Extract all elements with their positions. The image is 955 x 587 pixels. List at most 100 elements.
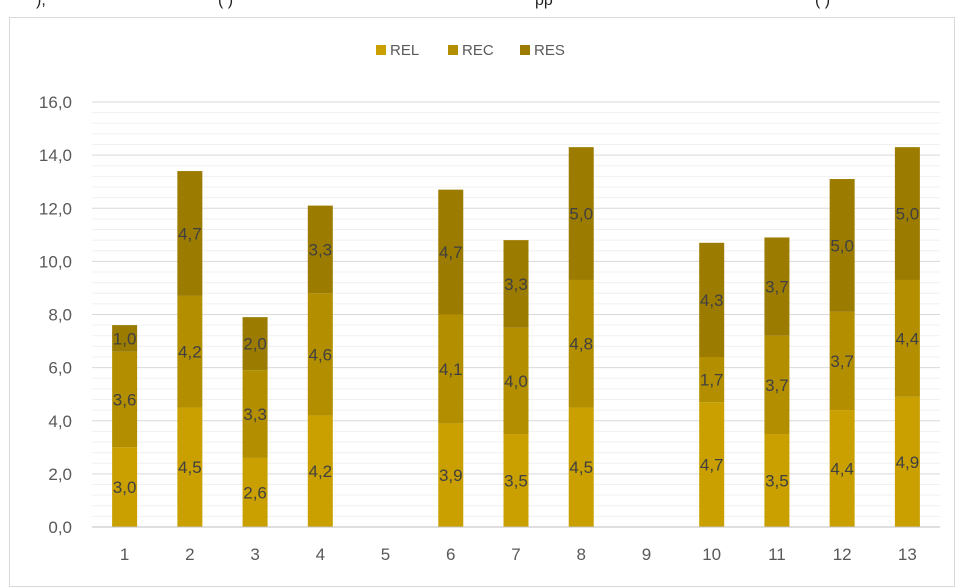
- data-label: 4,4: [830, 460, 854, 479]
- x-tick-label: 5: [381, 545, 390, 564]
- bar-rec: [177, 295, 203, 408]
- bar-rel: [177, 407, 203, 527]
- y-axis: 0,0 2,0 4,0 6,0 8,0 10,0 12,0 14,0 16,0: [39, 93, 72, 537]
- data-label: 3,7: [830, 352, 854, 371]
- y-tick-label: 14,0: [39, 146, 72, 165]
- y-tick-label: 10,0: [39, 252, 72, 271]
- data-label: 4,5: [569, 458, 593, 477]
- bar-res: [503, 240, 529, 328]
- legend-swatch-res: [520, 45, 530, 55]
- bar-res: [177, 171, 203, 296]
- x-tick-label: 2: [185, 545, 194, 564]
- data-label: 3,7: [765, 376, 789, 395]
- data-label: 5,0: [830, 236, 854, 255]
- x-tick-label: 12: [833, 545, 852, 564]
- x-tick-label: 8: [576, 545, 585, 564]
- bar-rel: [568, 407, 594, 527]
- x-tick-label: 6: [446, 545, 455, 564]
- data-label: 3,0: [113, 478, 137, 497]
- legend-label-rec: REC: [462, 42, 494, 59]
- x-tick-label: 1: [120, 545, 129, 564]
- data-label: 4,9: [896, 453, 920, 472]
- data-label: 5,0: [569, 205, 593, 224]
- legend-swatch-rel: [376, 45, 386, 55]
- bar-res: [438, 189, 464, 315]
- bar-rel: [242, 457, 268, 527]
- x-tick-label: 4: [316, 545, 325, 564]
- bar-rel: [894, 396, 920, 527]
- bar-rec: [764, 335, 790, 435]
- data-labels: 3,0 3,6 1,0 4,5 4,2 4,7 2,6 3,3 2,0 4,2 4,6 3,3 3,9 4…: [113, 205, 919, 503]
- bars: [112, 147, 920, 527]
- data-label: 4,3: [700, 291, 724, 310]
- data-label: 4,8: [569, 335, 593, 354]
- bar-rel: [699, 402, 725, 527]
- data-label: 3,3: [308, 240, 332, 259]
- data-label: 3,5: [765, 472, 789, 491]
- bar-res: [307, 205, 333, 294]
- data-label: 4,2: [308, 462, 332, 481]
- y-tick-label: 6,0: [48, 359, 72, 378]
- bar-rec: [242, 370, 268, 458]
- x-tick-label: 7: [511, 545, 520, 564]
- y-tick-label: 16,0: [39, 93, 72, 112]
- x-axis: 1 2 3 4 5 6 7 8 9 10 11 12 13: [92, 526, 940, 564]
- data-label: 4,1: [439, 360, 463, 379]
- bar-rec: [699, 357, 725, 403]
- x-tick-label: 9: [642, 545, 651, 564]
- data-label: 3,9: [439, 466, 463, 485]
- bar-rel: [307, 415, 333, 527]
- caption-left: ),: [36, 0, 46, 9]
- data-label: 5,0: [896, 205, 920, 224]
- data-label: 1,0: [113, 329, 137, 348]
- bar-rel: [829, 410, 855, 527]
- bar-rec: [568, 279, 594, 408]
- bar-rec: [438, 314, 464, 424]
- y-tick-label: 0,0: [48, 518, 72, 537]
- bar-res: [112, 325, 138, 352]
- bar-res: [894, 147, 920, 280]
- bar-rel: [764, 434, 790, 527]
- bar-rel: [503, 434, 529, 527]
- legend: REL REC RES: [376, 42, 565, 59]
- data-label: 4,7: [178, 224, 202, 243]
- data-label: 3,3: [504, 275, 528, 294]
- caption-fragment: ), ( ) pp ( ): [0, 0, 955, 14]
- bar-res: [568, 147, 594, 280]
- data-label: 4,2: [178, 343, 202, 362]
- bar-res: [699, 242, 725, 357]
- bar-res: [242, 317, 268, 371]
- data-label: 4,0: [504, 372, 528, 391]
- x-tick-label: 3: [250, 545, 259, 564]
- bar-rec: [307, 293, 333, 416]
- data-label: 4,4: [896, 329, 920, 348]
- data-label: 2,6: [243, 483, 267, 502]
- bar-rec: [829, 311, 855, 411]
- bar-res: [829, 179, 855, 312]
- data-label: 3,7: [765, 278, 789, 297]
- data-label: 1,7: [700, 371, 724, 390]
- data-label: 4,7: [439, 243, 463, 262]
- caption-middle: ( ): [218, 0, 234, 9]
- data-label: 2,0: [243, 335, 267, 354]
- bar-res: [764, 237, 790, 336]
- bar-rec: [503, 327, 529, 435]
- y-tick-label: 2,0: [48, 465, 72, 484]
- data-label: 3,3: [243, 405, 267, 424]
- caption-far-right: ( ): [815, 0, 831, 9]
- legend-label-rel: REL: [390, 42, 419, 59]
- data-label: 4,5: [178, 458, 202, 477]
- y-tick-label: 8,0: [48, 306, 72, 325]
- x-tick-label: 13: [898, 545, 917, 564]
- legend-label-res: RES: [534, 42, 565, 59]
- data-label: 3,5: [504, 472, 528, 491]
- bar-rec: [112, 351, 138, 448]
- bar-rel: [438, 423, 464, 527]
- data-label: 3,6: [113, 391, 137, 410]
- caption-right: pp: [535, 0, 553, 9]
- data-label: 4,6: [308, 345, 332, 364]
- y-tick-label: 12,0: [39, 199, 72, 218]
- data-label: 4,7: [700, 456, 724, 475]
- bar-rec: [894, 279, 920, 397]
